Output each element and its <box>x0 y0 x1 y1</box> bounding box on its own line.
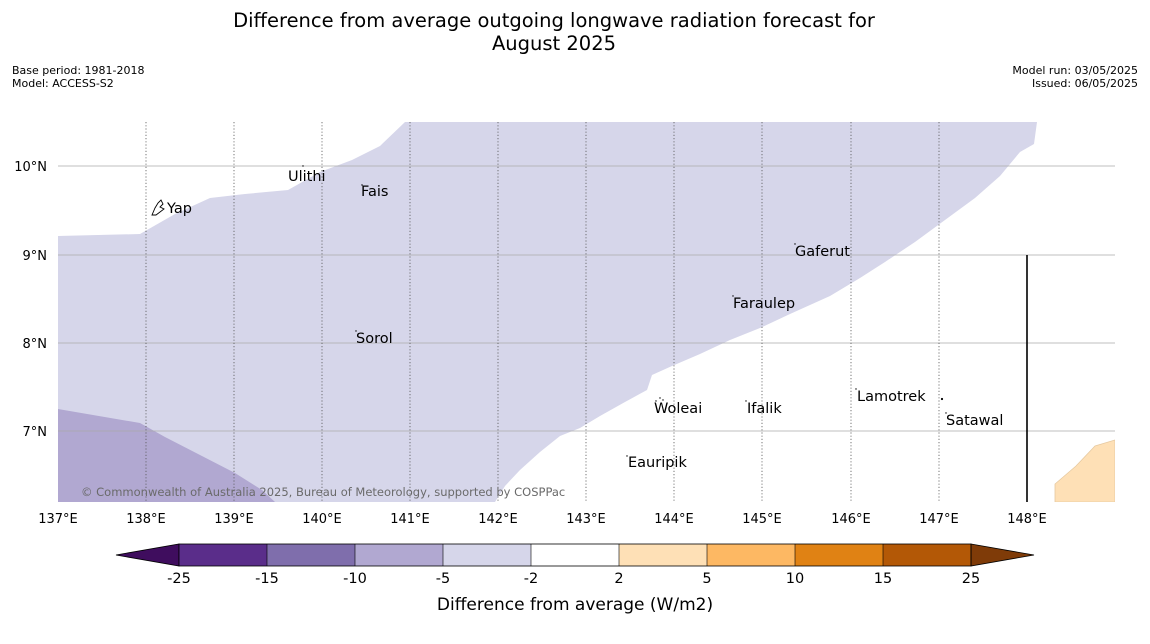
colorbar-segment <box>707 544 795 566</box>
lat-label: 7°N <box>23 425 48 440</box>
colorbar-segment <box>267 544 355 566</box>
lat-axis-labels: 10°N 9°N 8°N 7°N <box>14 160 47 440</box>
colorbar-tick: -15 <box>255 571 279 587</box>
colorbar-tick: 10 <box>786 571 804 587</box>
lon-label: 143°E <box>566 512 606 527</box>
place-label-gaferut: Gaferut <box>795 244 850 260</box>
colorbar-tick: 5 <box>702 571 711 587</box>
lon-axis-labels: 137°E 138°E 139°E 140°E 141°E 142°E 143°… <box>38 512 1047 527</box>
place-label-lamotrek: Lamotrek <box>857 389 926 405</box>
colorbar-segment <box>531 544 619 566</box>
colorbar-tick: 15 <box>874 571 892 587</box>
lon-label: 148°E <box>1007 512 1047 527</box>
colorbar-segment <box>355 544 443 566</box>
colorbar-tick: -10 <box>343 571 367 587</box>
colorbar-tick: -2 <box>524 571 538 587</box>
meta-left: Base period: 1981-2018 Model: ACCESS-S2 <box>12 64 145 90</box>
issued-text: Issued: 06/05/2025 <box>1031 76 1138 90</box>
colorbar-segment <box>795 544 883 566</box>
lon-label: 139°E <box>214 512 254 527</box>
place-label-yap: Yap <box>166 201 192 217</box>
place-label-sorol: Sorol <box>356 331 393 347</box>
lon-label: 138°E <box>126 512 166 527</box>
island-markers <box>302 165 947 457</box>
copyright-text: © Commonwealth of Australia 2025, Bureau… <box>81 485 565 499</box>
lon-label: 146°E <box>831 512 871 527</box>
place-label-ulithi: Ulithi <box>288 169 326 185</box>
colorbar: -25 -15 -10 -5 -2 2 5 10 15 25 Differenc… <box>115 543 1035 615</box>
colorbar-tick: -25 <box>167 571 191 587</box>
anomaly-region-orange <box>1054 439 1115 502</box>
lon-label: 147°E <box>919 512 959 527</box>
yap-island-shape <box>151 199 165 216</box>
place-labels: Ulithi Fais Yap Gaferut Faraulep Sorol L… <box>166 169 1003 471</box>
lon-label: 145°E <box>742 512 782 527</box>
lon-label: 144°E <box>654 512 694 527</box>
place-label-fais: Fais <box>361 184 388 200</box>
colorbar-ticks: -25 -15 -10 -5 -2 2 5 10 15 25 <box>167 571 980 587</box>
colorbar-segment <box>443 544 531 566</box>
lon-label: 140°E <box>302 512 342 527</box>
place-label-satawal: Satawal <box>946 413 1003 429</box>
meta-right: Model run: 03/05/2025 Issued: 06/05/2025 <box>1012 64 1138 90</box>
base-period-text: Base period: 1981-2018 <box>12 64 145 77</box>
lon-label: 141°E <box>390 512 430 527</box>
place-label-faraulep: Faraulep <box>733 296 795 312</box>
title-line-1: Difference from average outgoing longwav… <box>233 9 875 32</box>
lon-gridlines <box>145 122 940 502</box>
place-label-woleai: Woleai <box>654 401 702 417</box>
map-area: Ulithi Fais Yap Gaferut Faraulep Sorol L… <box>58 122 1115 502</box>
colorbar-segment <box>883 544 971 566</box>
colorbar-tick: 2 <box>614 571 623 587</box>
colorbar-segment <box>179 544 267 566</box>
place-label-eauripik: Eauripik <box>628 455 687 471</box>
lat-label: 9°N <box>23 249 48 264</box>
colorbar-tick: -5 <box>436 571 450 587</box>
colorbar-extend-low <box>115 543 180 567</box>
lon-label: 142°E <box>478 512 518 527</box>
lat-label: 8°N <box>23 337 48 352</box>
colorbar-label: Difference from average (W/m2) <box>437 595 713 615</box>
colorbar-tick: 25 <box>962 571 980 587</box>
chart-title: Difference from average outgoing longwav… <box>0 9 1108 55</box>
title-line-2: August 2025 <box>491 32 617 55</box>
lon-label: 137°E <box>38 512 78 527</box>
anomaly-region-light <box>58 122 1037 502</box>
model-run-text: Model run: 03/05/2025 <box>1012 64 1138 77</box>
colorbar-extend-high <box>970 543 1035 567</box>
anomaly-region-medium <box>58 409 275 502</box>
lat-label: 10°N <box>14 160 47 175</box>
colorbar-segment <box>619 544 707 566</box>
model-text: Model: ACCESS-S2 <box>12 76 114 90</box>
place-label-ifalik: Ifalik <box>747 401 782 417</box>
